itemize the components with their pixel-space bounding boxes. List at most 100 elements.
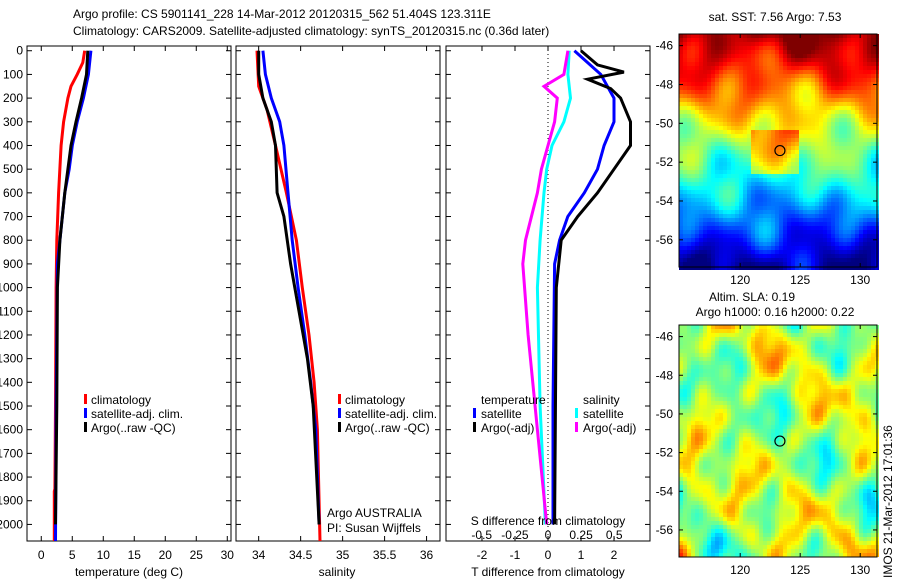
map-cell (807, 353, 811, 357)
map-cell (783, 357, 787, 361)
map-cell (739, 218, 743, 222)
map-cell (763, 345, 767, 349)
map-cell (691, 78, 695, 82)
map-cell (727, 98, 731, 102)
map-cell (859, 357, 863, 361)
map-cell (803, 262, 807, 266)
map-cell (867, 389, 871, 393)
map-cell (683, 102, 687, 106)
map-cell (691, 246, 695, 250)
map-cell (823, 134, 827, 138)
map-cell (807, 110, 811, 114)
map-cell (783, 329, 787, 333)
map-cell (739, 393, 743, 397)
y-tick-label: 300 (3, 115, 23, 129)
map-cell (843, 333, 847, 337)
map-cell (815, 210, 819, 214)
map-cell (767, 349, 771, 353)
map-cell (779, 118, 783, 122)
map-cell (711, 214, 715, 218)
map-cell (699, 54, 703, 58)
map-cell (731, 457, 735, 461)
map-cell (763, 106, 767, 110)
map-cell (807, 246, 811, 250)
map-cell (807, 465, 811, 469)
map-cell (727, 445, 731, 449)
map-cell (731, 250, 735, 254)
map-cell (851, 158, 855, 162)
map-cell (851, 401, 855, 405)
map-cell (791, 234, 795, 238)
map-cell (823, 333, 827, 337)
map-cell (795, 393, 799, 397)
map-cell (783, 250, 787, 254)
map-cell (735, 86, 739, 90)
map-cell (787, 114, 791, 118)
map-cell (787, 377, 791, 381)
map-cell (703, 202, 707, 206)
map-cell (851, 114, 855, 118)
map-cell (851, 46, 855, 50)
map-cell (795, 413, 799, 417)
map-cell (759, 218, 763, 222)
map-cell (723, 58, 727, 62)
map-cell (715, 146, 719, 150)
map-cell (703, 130, 707, 134)
map-cell (759, 425, 763, 429)
map-cell (791, 429, 795, 433)
map-cell (827, 377, 831, 381)
map-cell (807, 381, 811, 385)
map-cell (707, 405, 711, 409)
map-cell (727, 385, 731, 389)
map-cell (679, 341, 683, 345)
map-cell (707, 98, 711, 102)
map-cell (851, 194, 855, 198)
y-tick-label: 1200 (0, 328, 23, 342)
map-cell (819, 70, 823, 74)
map-cell (839, 186, 843, 190)
map-cell (767, 341, 771, 345)
map-cell (695, 449, 699, 453)
map-cell (687, 38, 691, 42)
map-cell (779, 465, 783, 469)
map-cell (747, 206, 751, 210)
map-cell (739, 174, 743, 178)
map-cell (791, 198, 795, 202)
map-cell (707, 202, 711, 206)
map-cell (859, 150, 863, 154)
map-cell (759, 102, 763, 106)
map-cell (679, 66, 683, 70)
map-cell (755, 54, 759, 58)
map-cell (851, 353, 855, 357)
map-cell (779, 341, 783, 345)
map-cell (823, 190, 827, 194)
map-cell (747, 341, 751, 345)
map-cell (695, 325, 699, 329)
map-cell (719, 206, 723, 210)
map-cell (683, 325, 687, 329)
map-cell (723, 206, 727, 210)
map-cell (823, 106, 827, 110)
map-cell (683, 94, 687, 98)
y-tick-label: 1900 (0, 494, 23, 508)
map-cell (807, 46, 811, 50)
map-cell (827, 345, 831, 349)
map-cell (755, 425, 759, 429)
map-cell (807, 385, 811, 389)
map-cell (787, 74, 791, 78)
map-cell (803, 206, 807, 210)
map-cell (715, 34, 719, 38)
map-cell (755, 234, 759, 238)
map-cell (699, 393, 703, 397)
map-cell (695, 433, 699, 437)
map-cell (811, 441, 815, 445)
map-cell (687, 361, 691, 365)
map-cell (819, 186, 823, 190)
map-cell (699, 170, 703, 174)
map-cell (831, 34, 835, 38)
map-cell (787, 353, 791, 357)
map-cell (827, 242, 831, 246)
map-cell (703, 242, 707, 246)
map-cell (683, 82, 687, 86)
map-cell (699, 433, 703, 437)
